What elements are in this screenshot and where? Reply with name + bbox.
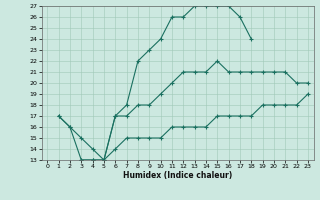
X-axis label: Humidex (Indice chaleur): Humidex (Indice chaleur) <box>123 171 232 180</box>
